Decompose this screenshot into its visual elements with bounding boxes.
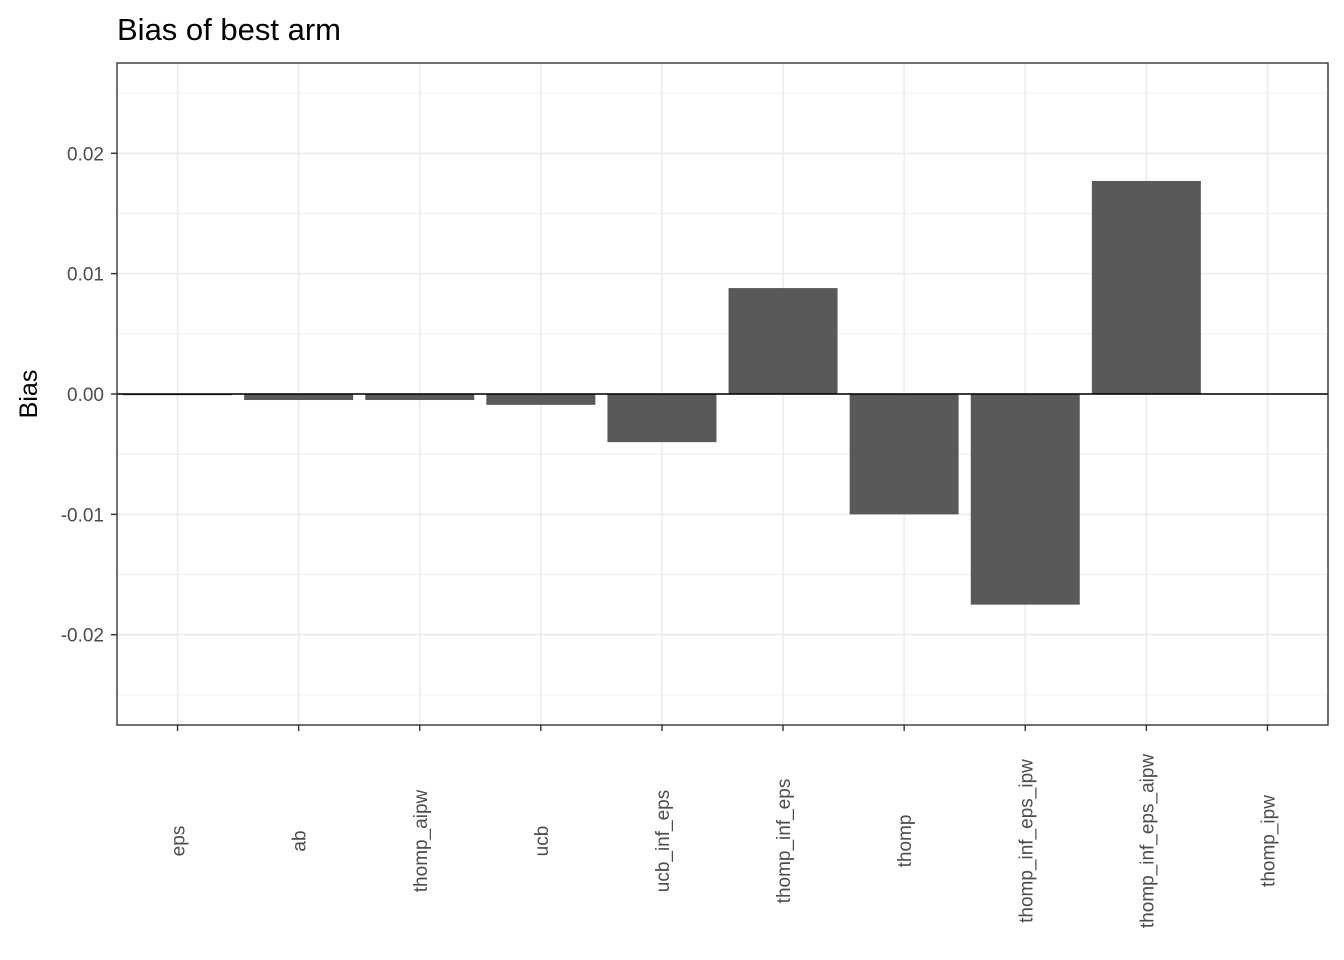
y-tick-label: 0.00: [67, 385, 104, 406]
bar-thomp_inf_eps_ipw: [970, 394, 1080, 605]
chart-title: Bias of best arm: [117, 12, 341, 47]
y-tick-label: -0.02: [61, 626, 104, 647]
x-tick-label-ucb_inf_eps: ucb_inf_eps: [653, 790, 674, 892]
x-tick-label-thomp_aipw: thomp_aipw: [411, 789, 432, 892]
bar-ucb_inf_eps: [607, 394, 717, 443]
bars: [123, 180, 1322, 605]
x-tick-label-ab: ab: [290, 830, 311, 851]
x-axis: eps ab thomp_aipw ucb ucb_inf_eps thomp_inf_e…: [169, 725, 1279, 929]
x-tick-label-ucb: ucb: [532, 826, 553, 857]
y-axis: -0.02 -0.01 0.00 0.01 0.02: [61, 144, 117, 647]
x-tick-label-thomp_inf_eps: thomp_inf_eps: [774, 779, 795, 904]
bar-thomp_inf_eps: [728, 288, 838, 394]
bar-thomp_aipw: [365, 394, 475, 401]
y-axis-label: Bias: [15, 370, 43, 419]
bar-ab: [244, 394, 354, 401]
bar-thomp: [849, 394, 959, 515]
x-tick-label-thomp: thomp: [895, 815, 916, 868]
x-tick-label-thomp_inf_eps_aipw: thomp_inf_eps_aipw: [1137, 754, 1158, 929]
y-tick-label: 0.01: [67, 265, 104, 286]
bar-thomp_inf_eps_aipw: [1091, 180, 1201, 394]
x-tick-label-thomp_ipw: thomp_ipw: [1258, 795, 1279, 887]
bar-ucb: [486, 394, 596, 405]
y-tick-label: -0.01: [61, 505, 104, 526]
y-tick-label: 0.02: [67, 144, 104, 165]
x-tick-label-eps: eps: [169, 826, 190, 857]
x-tick-label-thomp_inf_eps_ipw: thomp_inf_eps_ipw: [1016, 759, 1037, 923]
